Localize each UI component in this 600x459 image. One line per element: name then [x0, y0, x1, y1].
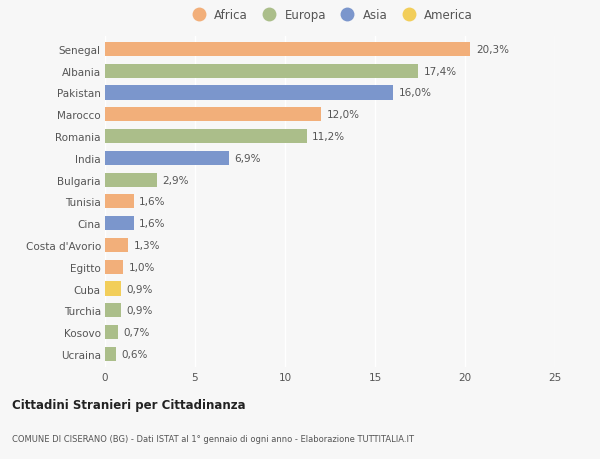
Text: 0,9%: 0,9% [127, 306, 153, 316]
Text: 11,2%: 11,2% [312, 132, 345, 142]
Legend: Africa, Europa, Asia, America: Africa, Europa, Asia, America [185, 6, 475, 24]
Bar [105, 282, 121, 296]
Text: 0,7%: 0,7% [123, 327, 149, 337]
Text: 2,9%: 2,9% [163, 175, 189, 185]
Text: COMUNE DI CISERANO (BG) - Dati ISTAT al 1° gennaio di ogni anno - Elaborazione T: COMUNE DI CISERANO (BG) - Dati ISTAT al … [12, 434, 414, 442]
Bar [105, 43, 470, 57]
Text: 0,6%: 0,6% [121, 349, 148, 359]
Bar [105, 86, 393, 101]
Bar [105, 195, 134, 209]
Bar [105, 217, 134, 231]
Text: 17,4%: 17,4% [424, 67, 457, 77]
Text: 1,0%: 1,0% [128, 262, 155, 272]
Text: 20,3%: 20,3% [476, 45, 509, 55]
Text: 1,6%: 1,6% [139, 218, 166, 229]
Text: 1,6%: 1,6% [139, 197, 166, 207]
Text: Cittadini Stranieri per Cittadinanza: Cittadini Stranieri per Cittadinanza [12, 398, 245, 412]
Bar [105, 303, 121, 318]
Bar [105, 64, 418, 78]
Bar [105, 108, 321, 122]
Bar [105, 151, 229, 166]
Bar [105, 129, 307, 144]
Text: 6,9%: 6,9% [235, 153, 261, 163]
Bar [105, 238, 128, 252]
Text: 1,3%: 1,3% [134, 241, 160, 251]
Text: 12,0%: 12,0% [326, 110, 359, 120]
Text: 0,9%: 0,9% [127, 284, 153, 294]
Text: 16,0%: 16,0% [398, 88, 431, 98]
Bar [105, 260, 123, 274]
Bar [105, 173, 157, 187]
Bar [105, 347, 116, 361]
Bar [105, 325, 118, 340]
